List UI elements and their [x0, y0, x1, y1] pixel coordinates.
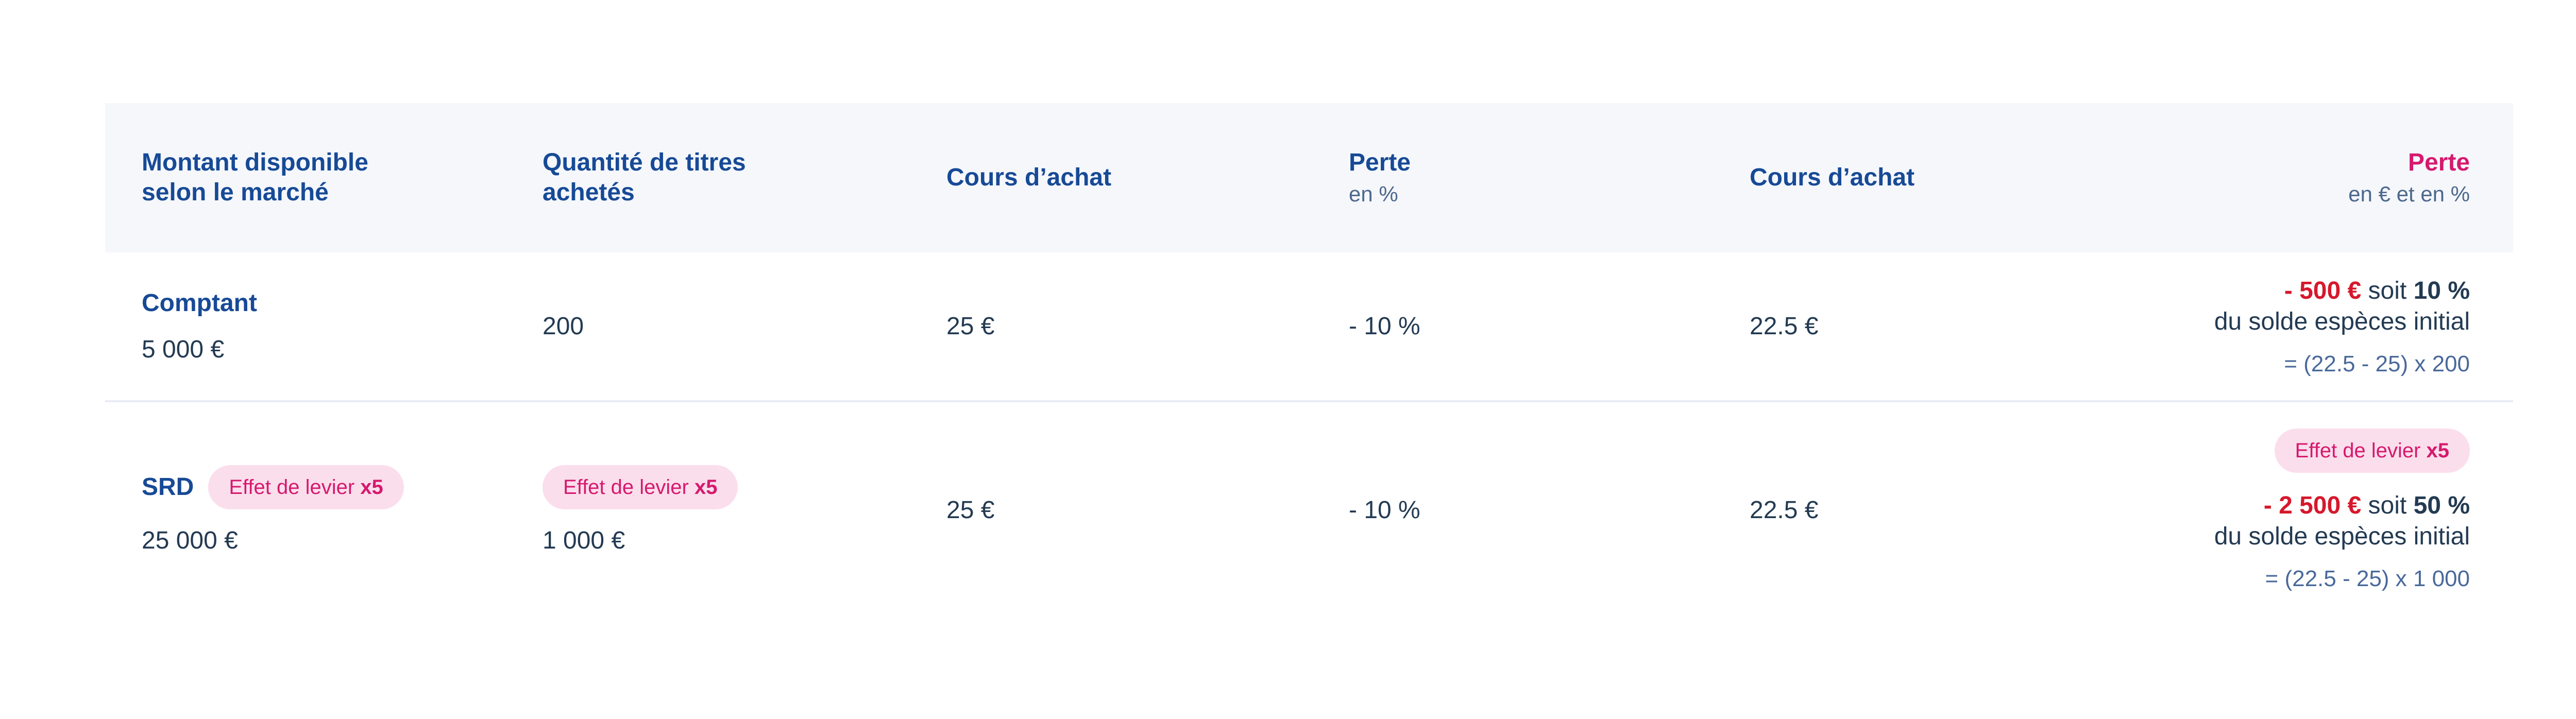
- leverage-badge: Effet de levier x5: [2274, 429, 2470, 473]
- cell-market: Comptant 5 000 €: [142, 288, 543, 365]
- cell-loss-percent: - 10 %: [1349, 495, 1750, 525]
- loss-total-main: - 2 500 € soit 50 %: [2264, 490, 2470, 521]
- quantity-value: 1 000 €: [543, 527, 625, 554]
- col-header-quantity: Quantité de titres achetés: [543, 148, 946, 208]
- loss-amount: - 2 500 €: [2263, 492, 2362, 519]
- market-name: Comptant: [142, 289, 257, 317]
- sell-price-value: 22.5 €: [1750, 312, 1819, 340]
- col-header-loss-total: Perte en € et en %: [2059, 148, 2470, 208]
- header-quantity-line1: Quantité de titres: [543, 149, 746, 176]
- col-header-buy-price: Cours d’achat: [946, 163, 1349, 193]
- col-header-loss-percent: Perte en %: [1349, 148, 1750, 208]
- header-quantity-line2: achetés: [543, 179, 635, 206]
- col-header-market: Montant disponible selon le marché: [142, 148, 543, 208]
- header-loss-percent-sub: en %: [1349, 182, 1398, 206]
- leverage-badge-label: Effet de levier: [563, 476, 694, 499]
- cell-loss-total: - 500 € soit 10 % du solde espèces initi…: [2059, 276, 2470, 378]
- market-amount: 25 000 €: [142, 527, 238, 554]
- cell-sell-price: 22.5 €: [1750, 312, 2059, 341]
- loss-join: soit: [2361, 492, 2414, 519]
- cell-quantity: 200: [543, 312, 946, 341]
- market-amount: 5 000 €: [142, 335, 225, 363]
- market-name: SRD: [142, 473, 194, 501]
- table-header: Montant disponible selon le marché Quant…: [105, 103, 2513, 252]
- loss-badge-row: Effet de levier x5: [2274, 429, 2470, 473]
- cell-market: SRD Effet de levier x5 25 000 €: [142, 465, 543, 556]
- market-name-line: SRD Effet de levier x5: [142, 465, 404, 509]
- cell-quantity: Effet de levier x5 1 000 €: [543, 465, 946, 556]
- leverage-badge: Effet de levier x5: [208, 465, 404, 509]
- cell-loss-total: Effet de levier x5 - 2 500 € soit 50 % d…: [2059, 429, 2470, 592]
- quantity-value: 200: [543, 312, 584, 340]
- row-divider: [105, 400, 2513, 402]
- loss-total-sub: du solde espèces initial: [2214, 307, 2470, 335]
- header-loss-total-title: Perte: [2408, 149, 2470, 176]
- loss-percent-strong: 50 %: [2413, 492, 2470, 519]
- leverage-badge-mult: x5: [2426, 439, 2450, 462]
- leverage-badge: Effet de levier x5: [543, 465, 738, 509]
- header-loss-total-sub: en € et en %: [2348, 182, 2470, 206]
- loss-formula: = (22.5 - 25) x 1 000: [2265, 566, 2470, 591]
- cell-loss-percent: - 10 %: [1349, 312, 1750, 341]
- leverage-badge-label: Effet de levier: [2295, 439, 2427, 462]
- loss-total-main: - 500 € soit 10 %: [2284, 276, 2470, 306]
- table-row-comptant: Comptant 5 000 € 200 25 € - 10 % 22.5 € …: [105, 252, 2513, 400]
- comparison-table: Montant disponible selon le marché Quant…: [105, 103, 2513, 619]
- cell-buy-price: 25 €: [946, 495, 1349, 525]
- header-sell-price-label: Cours d’achat: [1750, 164, 1915, 191]
- loss-join: soit: [2361, 277, 2414, 304]
- header-buy-price-label: Cours d’achat: [946, 164, 1112, 191]
- cell-sell-price: 22.5 €: [1750, 495, 2059, 525]
- cell-buy-price: 25 €: [946, 312, 1349, 341]
- loss-percent-value: - 10 %: [1349, 312, 1420, 340]
- col-header-sell-price: Cours d’achat: [1750, 163, 2059, 193]
- leverage-badge-label: Effet de levier: [229, 476, 361, 499]
- sell-price-value: 22.5 €: [1750, 497, 1819, 524]
- loss-amount: - 500 €: [2284, 277, 2362, 304]
- leverage-badge-mult: x5: [360, 476, 383, 499]
- header-market-line1: Montant disponible: [142, 149, 368, 176]
- loss-formula: = (22.5 - 25) x 200: [2284, 351, 2470, 376]
- loss-total-sub: du solde espèces initial: [2214, 523, 2470, 550]
- loss-percent-strong: 10 %: [2413, 277, 2470, 304]
- table-row-srd: SRD Effet de levier x5 25 000 € Effet de…: [105, 402, 2513, 619]
- buy-price-value: 25 €: [946, 497, 995, 524]
- header-market-line2: selon le marché: [142, 179, 329, 206]
- buy-price-value: 25 €: [946, 312, 995, 340]
- header-loss-percent-title: Perte: [1349, 149, 1411, 176]
- loss-percent-value: - 10 %: [1349, 497, 1420, 524]
- leverage-badge-mult: x5: [694, 476, 718, 499]
